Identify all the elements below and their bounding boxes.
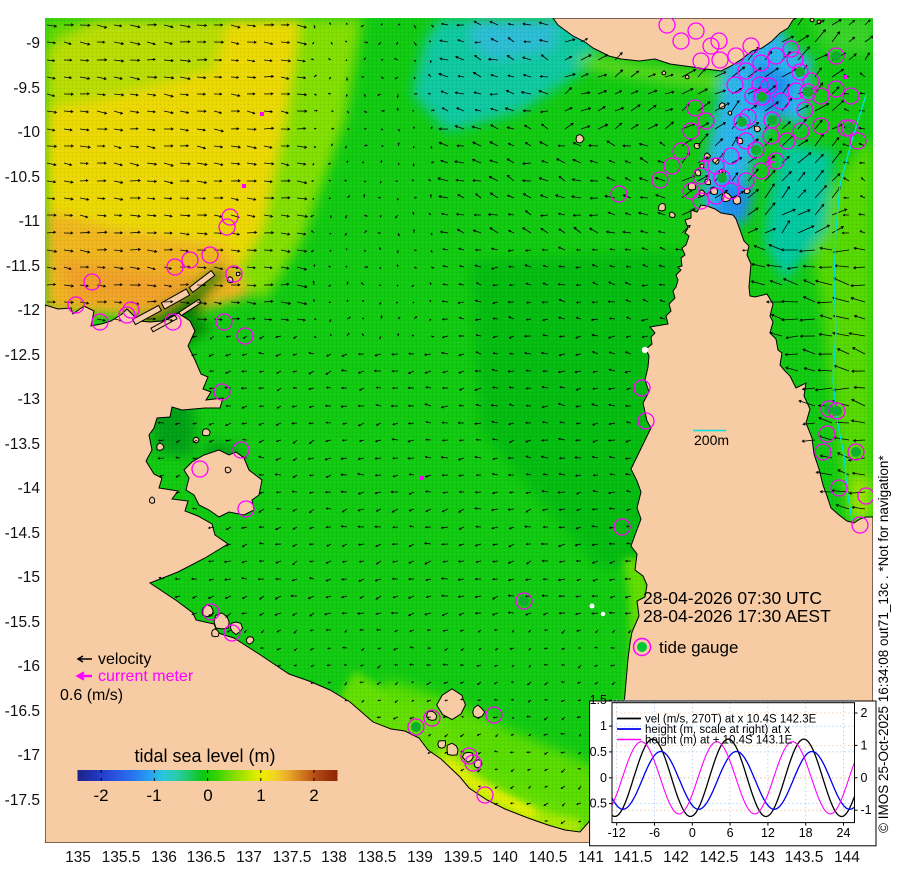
svg-text:0: 0: [600, 771, 607, 785]
svg-text:0.5: 0.5: [590, 745, 607, 759]
svg-text:tidal sea level (m): tidal sea level (m): [134, 746, 275, 766]
svg-text:vel (m/s, 270T) at x 10.4S 142: vel (m/s, 270T) at x 10.4S 142.3E: [645, 714, 817, 726]
svg-text:-10.5: -10.5: [5, 169, 40, 186]
svg-text:-12: -12: [18, 302, 40, 319]
svg-text:18: 18: [799, 826, 813, 840]
svg-text:-9: -9: [26, 35, 40, 52]
svg-text:-14: -14: [18, 480, 41, 497]
svg-text:1: 1: [256, 786, 265, 805]
svg-text:-17: -17: [18, 747, 40, 764]
svg-text:0.5: 0.5: [590, 797, 607, 811]
svg-text:137: 137: [236, 849, 262, 866]
svg-text:-1: -1: [146, 786, 161, 805]
svg-text:2: 2: [861, 706, 868, 720]
svg-text:1: 1: [600, 719, 607, 733]
svg-text:-2: -2: [93, 786, 108, 805]
svg-text:-16: -16: [18, 658, 40, 675]
svg-text:136: 136: [151, 849, 177, 866]
svg-text:141: 141: [578, 849, 604, 866]
svg-text:-15.5: -15.5: [5, 614, 40, 631]
svg-text:height (m, scale at right) at: height (m, scale at right) at x: [645, 724, 790, 736]
svg-text:-9.5: -9.5: [13, 80, 40, 97]
svg-text:135.5: 135.5: [102, 849, 141, 866]
svg-text:2: 2: [309, 786, 318, 805]
svg-text:139.5: 139.5: [444, 849, 483, 866]
svg-text:0: 0: [203, 786, 212, 805]
svg-text:-14.5: -14.5: [5, 525, 40, 542]
svg-text:137.5: 137.5: [273, 849, 312, 866]
svg-text:138.5: 138.5: [358, 849, 397, 866]
svg-text:current meter: current meter: [98, 668, 194, 685]
svg-text:1.5: 1.5: [590, 693, 607, 707]
svg-text:-12: -12: [608, 826, 626, 840]
svg-text:144: 144: [834, 849, 860, 866]
svg-text:height (m) at + 10.4S 143.1E: height (m) at + 10.4S 143.1E: [645, 735, 793, 747]
svg-text:24: 24: [837, 826, 851, 840]
svg-text:-11.5: -11.5: [6, 258, 40, 275]
svg-text:-1: -1: [861, 803, 872, 817]
svg-text:139: 139: [407, 849, 433, 866]
svg-text:-10: -10: [18, 124, 41, 141]
svg-text:142.5: 142.5: [700, 849, 739, 866]
svg-text:140.5: 140.5: [529, 849, 568, 866]
svg-text:135: 135: [65, 849, 91, 866]
svg-text:138: 138: [321, 849, 347, 866]
svg-text:28-04-2026 07:30 UTC: 28-04-2026 07:30 UTC: [643, 588, 822, 608]
svg-text:-17.5: -17.5: [5, 792, 40, 809]
svg-text:1: 1: [861, 738, 868, 752]
svg-text:-12.5: -12.5: [5, 347, 40, 364]
svg-text:142: 142: [663, 849, 689, 866]
svg-text:-16.5: -16.5: [5, 703, 40, 720]
svg-text:0: 0: [689, 826, 696, 840]
svg-text:0: 0: [861, 771, 868, 785]
svg-text:143.5: 143.5: [785, 849, 824, 866]
svg-text:136.5: 136.5: [187, 849, 226, 866]
svg-text:12: 12: [761, 826, 775, 840]
svg-text:143: 143: [749, 849, 775, 866]
svg-text:-13.5: -13.5: [5, 436, 40, 453]
svg-text:-13: -13: [18, 391, 40, 408]
svg-text:velocity: velocity: [98, 651, 151, 668]
svg-text:28-04-2026 17:30 AEST: 28-04-2026 17:30 AEST: [643, 606, 831, 626]
svg-text:-6: -6: [649, 826, 660, 840]
svg-text:0.6 (m/s): 0.6 (m/s): [60, 687, 123, 704]
svg-text:6: 6: [727, 826, 734, 840]
svg-text:-11: -11: [19, 213, 40, 230]
svg-text:© IMOS 25-Oct-2025 16:34:08 ou: © IMOS 25-Oct-2025 16:34:08 out71_13c . …: [876, 455, 891, 833]
svg-text:141.5: 141.5: [614, 849, 653, 866]
svg-text:tide gauge: tide gauge: [659, 638, 738, 657]
svg-text:-15: -15: [18, 569, 40, 586]
svg-text:200m: 200m: [694, 432, 729, 448]
svg-text:140: 140: [492, 849, 518, 866]
